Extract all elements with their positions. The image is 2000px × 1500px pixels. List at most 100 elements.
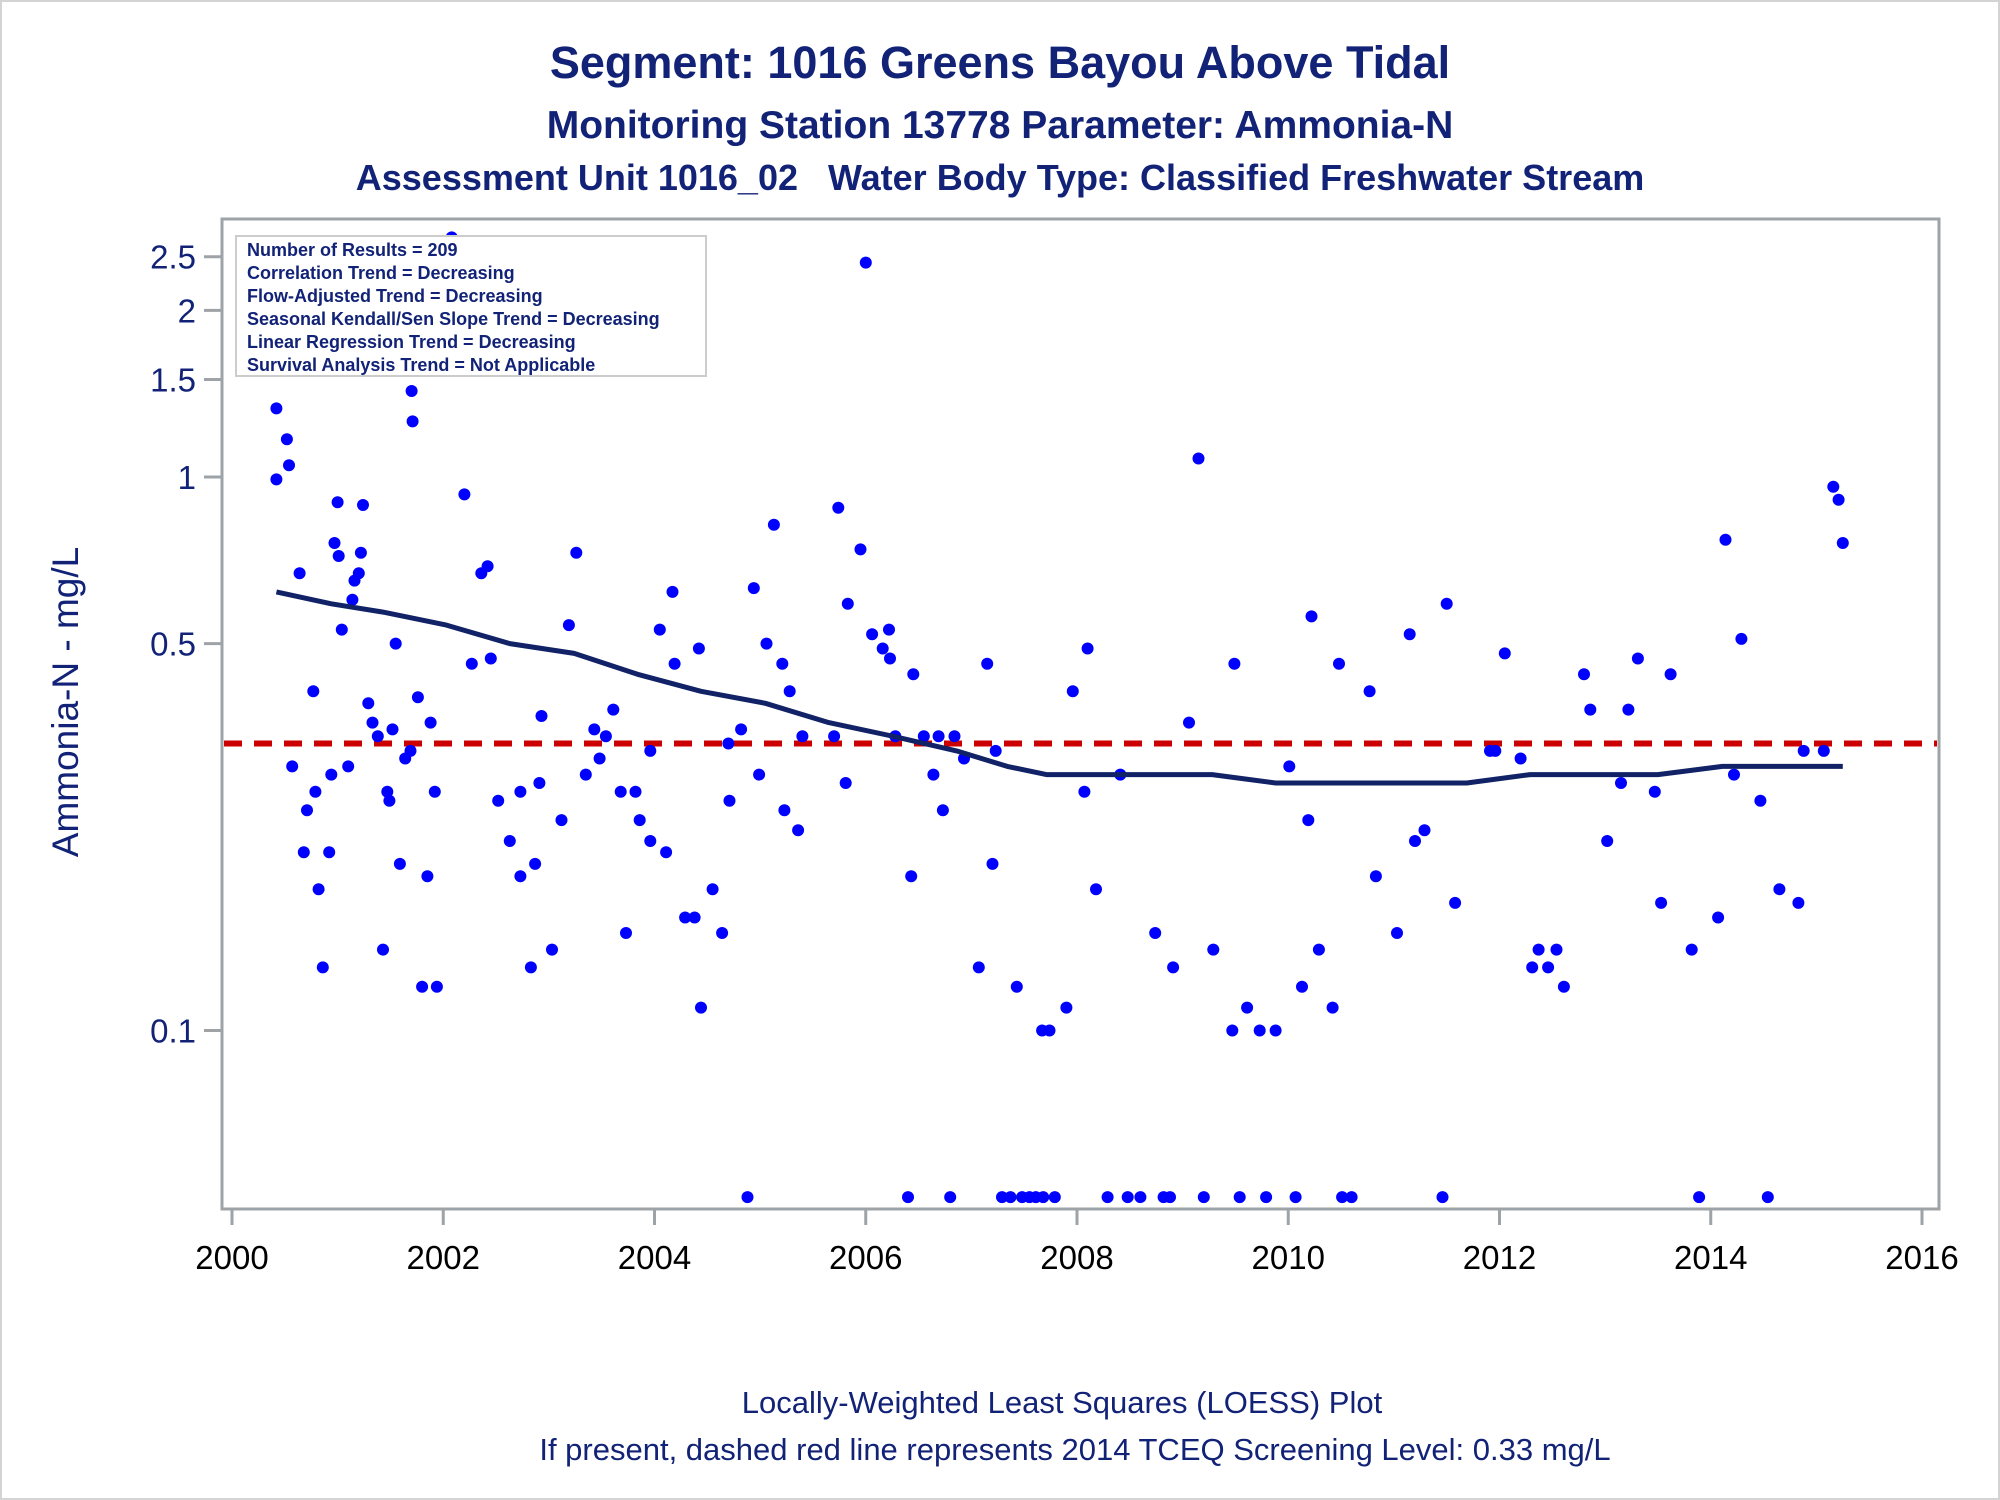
data-point	[1631, 652, 1644, 665]
data-point	[989, 744, 1002, 757]
data-point	[1754, 794, 1767, 807]
data-point	[316, 961, 329, 974]
data-point	[1648, 785, 1661, 798]
data-point	[660, 846, 673, 859]
data-point	[386, 723, 399, 736]
data-point	[357, 499, 369, 511]
y-tick-label: 2.5	[150, 239, 196, 276]
data-point	[1207, 943, 1220, 956]
data-point	[1719, 533, 1732, 546]
data-point	[1550, 943, 1563, 956]
data-point	[342, 760, 355, 773]
data-point	[283, 459, 295, 472]
data-point	[352, 567, 365, 580]
data-point	[599, 730, 612, 743]
data-point	[1312, 943, 1325, 956]
loess-line	[275, 589, 1843, 786]
data-point	[1048, 1191, 1061, 1204]
data-point	[1333, 657, 1345, 670]
data-point	[1336, 1191, 1349, 1204]
y-axis-label: Ammonia-N - mg/L	[45, 547, 86, 857]
data-point	[1601, 835, 1614, 847]
data-point	[1655, 896, 1668, 909]
data-point	[546, 943, 558, 956]
data-point	[902, 1191, 914, 1204]
y-tick-label: 1.5	[150, 362, 196, 399]
data-point	[666, 585, 679, 598]
data-point	[588, 723, 601, 736]
data-point	[1498, 647, 1511, 660]
data-point	[1578, 668, 1590, 681]
data-point	[1449, 896, 1462, 909]
data-point	[389, 637, 402, 650]
data-point	[297, 846, 310, 859]
data-point	[484, 652, 497, 665]
data-point	[1532, 943, 1545, 956]
data-point	[1403, 628, 1416, 641]
data-point	[328, 537, 341, 549]
data-point	[1302, 814, 1315, 827]
data-point	[735, 723, 748, 736]
data-point	[1693, 1191, 1706, 1204]
data-point	[1183, 716, 1195, 729]
data-point	[778, 804, 791, 817]
data-point	[1584, 703, 1597, 716]
data-point	[1436, 1191, 1449, 1204]
data-point	[555, 814, 568, 827]
stats-linear-regression-trend: Linear Regression Trend = Decreasing	[247, 332, 576, 352]
data-point	[996, 1191, 1008, 1204]
data-point	[323, 846, 336, 859]
data-point	[948, 730, 961, 743]
data-point	[905, 870, 918, 883]
data-point	[1305, 610, 1318, 623]
data-point	[307, 685, 320, 698]
data-point	[325, 768, 338, 781]
data-point	[1735, 632, 1748, 645]
data-point	[986, 857, 999, 870]
data-point	[524, 961, 537, 974]
data-point	[492, 794, 505, 807]
data-point	[421, 870, 434, 883]
data-point	[644, 744, 657, 757]
data-point	[416, 980, 429, 993]
data-point	[944, 1191, 957, 1204]
data-point	[932, 730, 945, 743]
data-point	[1832, 493, 1845, 506]
chart-subtitle: Monitoring Station 13778 Parameter: Ammo…	[547, 104, 1454, 147]
data-point	[1192, 452, 1205, 465]
data-point	[430, 980, 443, 993]
data-point	[607, 703, 620, 716]
data-point	[792, 824, 805, 837]
data-point	[760, 637, 773, 650]
footnote-loess: Locally-Weighted Least Squares (LOESS) P…	[742, 1385, 1383, 1420]
y-tick-label: 0.5	[150, 626, 196, 663]
data-point	[614, 785, 627, 798]
y-axis: 0.1 0.5 1 1.5 2 2.5	[150, 239, 222, 1050]
data-point	[753, 768, 766, 781]
data-point	[972, 961, 985, 974]
data-point	[1066, 685, 1079, 698]
data-point	[723, 794, 736, 807]
x-tick-label: 2010	[1252, 1239, 1325, 1276]
data-point	[1283, 760, 1296, 773]
data-point	[936, 804, 949, 817]
data-point	[1004, 1191, 1017, 1204]
data-point	[1622, 703, 1635, 716]
data-point	[1542, 961, 1555, 974]
data-point	[411, 691, 424, 704]
data-point	[570, 546, 583, 559]
data-point	[1289, 1191, 1302, 1204]
data-point	[981, 657, 994, 670]
data-point	[679, 911, 692, 924]
data-point	[535, 710, 548, 722]
data-point	[1134, 1191, 1147, 1204]
footnote-screening-level: If present, dashed red line represents 2…	[539, 1432, 1610, 1467]
stats-survival-analysis-trend: Survival Analysis Trend = Not Applicable	[247, 355, 595, 375]
data-point	[1761, 1191, 1774, 1204]
x-tick-label: 2012	[1463, 1239, 1536, 1276]
data-point	[841, 597, 854, 610]
data-point	[1037, 1191, 1050, 1204]
data-point	[562, 619, 575, 632]
data-point	[1526, 961, 1539, 974]
data-point	[1101, 1191, 1114, 1204]
